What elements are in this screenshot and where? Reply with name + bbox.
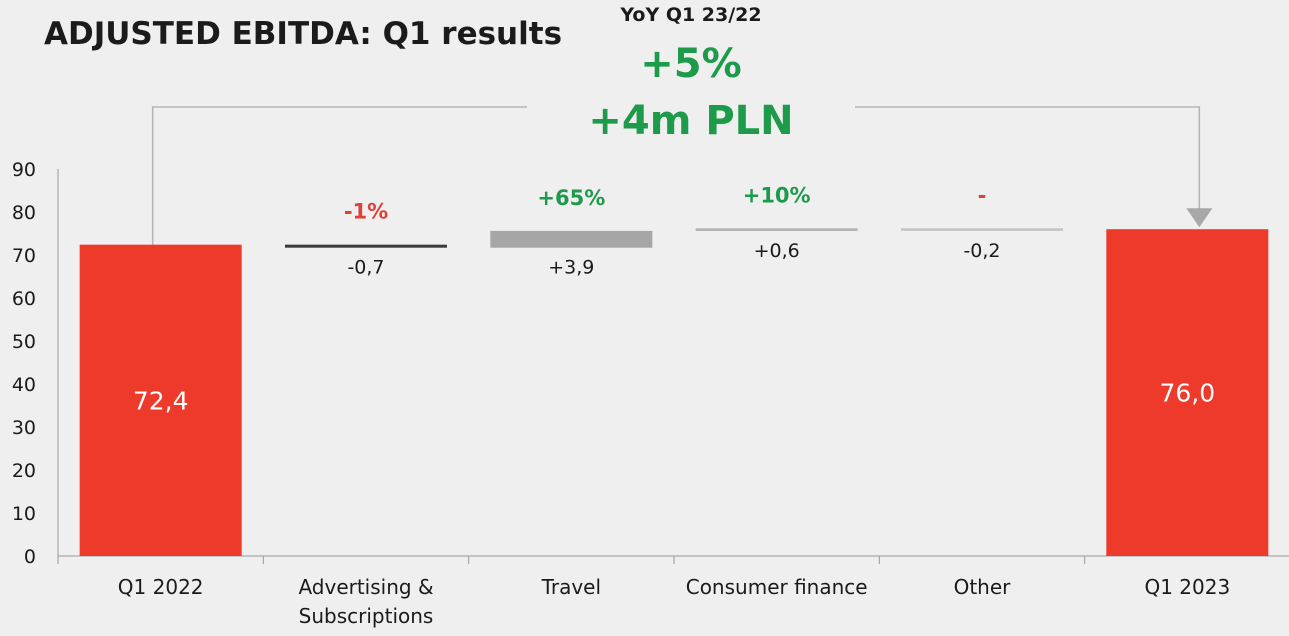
total-bar (1106, 229, 1269, 556)
x-category-label: Q1 2022 (118, 575, 204, 599)
delta-bar (901, 228, 1063, 231)
x-category-label: Subscriptions (299, 604, 434, 628)
total-value-label: 76,0 (1159, 379, 1215, 408)
y-tick-label: 20 (12, 460, 36, 482)
chart-labels: Q1 2022 Advertising & Subscriptions Travel C… (118, 183, 1230, 628)
total-bar (79, 244, 242, 556)
y-tick-label: 60 (12, 288, 36, 310)
y-tick-label: 10 (12, 503, 36, 525)
y-tick-label: 40 (12, 374, 36, 396)
connector-line-left (151, 106, 527, 245)
delta-value-label: -0,2 (963, 240, 1000, 262)
total-value-label: 72,4 (133, 386, 189, 415)
chart-bars (79, 228, 1269, 556)
change-percent-label: +65% (537, 186, 605, 210)
x-category-label: Other (954, 575, 1012, 599)
x-category-label: Advertising & (298, 575, 433, 599)
delta-value-label: +3,9 (548, 257, 594, 279)
y-tick-label: 90 (12, 159, 36, 181)
y-tick-label: 30 (12, 417, 36, 439)
x-category-label: Consumer finance (686, 575, 868, 599)
yoy-percent: +5% (640, 41, 741, 87)
x-category-label: Q1 2023 (1144, 575, 1230, 599)
y-tick-label: 50 (12, 331, 36, 353)
x-category-label: Travel (541, 575, 601, 599)
delta-bar (695, 228, 858, 231)
y-tick-label: 70 (12, 245, 36, 267)
change-percent-label: +10% (743, 183, 811, 207)
yoy-label: YoY Q1 23/22 (619, 4, 761, 26)
page-title: ADJUSTED EBITDA: Q1 results (44, 16, 562, 52)
connector-line-right (855, 106, 1201, 210)
yoy-connector-arrow (151, 106, 1213, 245)
chart-axes: 0 10 20 30 40 50 60 70 80 90 (12, 159, 1289, 568)
arrow-head-icon (1186, 208, 1213, 228)
change-percent-label: - (978, 183, 987, 207)
y-tick-label: 0 (24, 546, 36, 568)
delta-bar (285, 244, 447, 248)
delta-value-label: -0,7 (347, 257, 384, 279)
y-tick-label: 80 (12, 202, 36, 224)
delta-value-label: +0,6 (754, 240, 800, 262)
change-percent-label: -1% (344, 200, 388, 224)
delta-bar (490, 230, 653, 248)
yoy-amount: +4m PLN (588, 98, 793, 144)
